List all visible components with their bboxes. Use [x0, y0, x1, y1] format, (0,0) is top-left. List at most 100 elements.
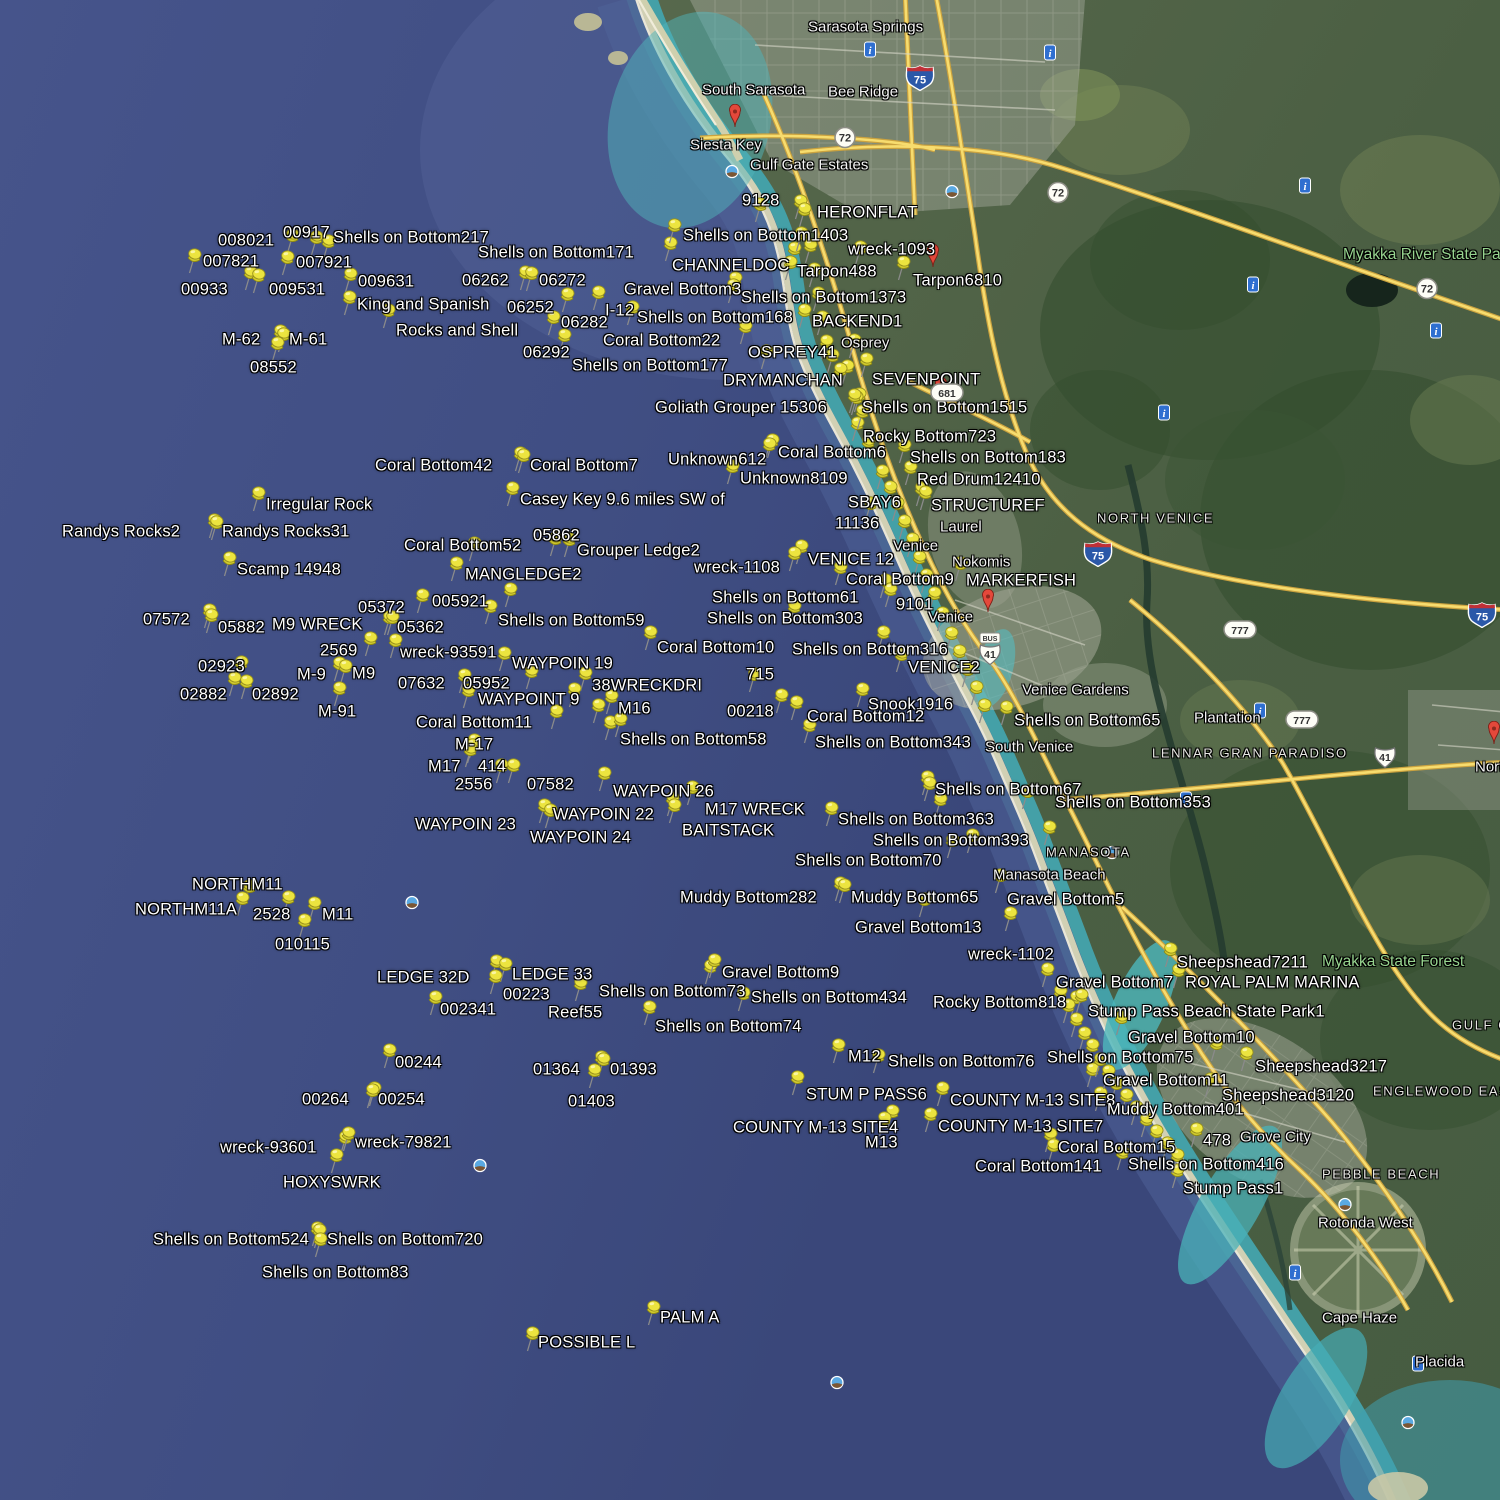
- waypoint-label[interactable]: M-9: [297, 665, 327, 684]
- waypoint-label[interactable]: Coral Bottom52: [404, 536, 522, 555]
- waypoint-label[interactable]: Muddy Bottom401: [1107, 1100, 1244, 1119]
- waypoint-label[interactable]: WAYPOIN 24: [530, 828, 632, 847]
- waypoint-label[interactable]: Randys Rocks31: [222, 522, 350, 541]
- poi-swim-icon[interactable]: [945, 184, 959, 204]
- waypoint-pin[interactable]: [787, 1070, 807, 1096]
- waypoint-label[interactable]: Shells on Bottom416: [1128, 1155, 1285, 1174]
- poi-info-icon[interactable]: i: [1430, 322, 1443, 344]
- waypoint-label[interactable]: HOXYSWRK: [283, 1173, 381, 1192]
- waypoint-label[interactable]: POSSIBLE L: [538, 1333, 636, 1352]
- waypoint-label[interactable]: Coral Bottom42: [375, 456, 493, 475]
- waypoint-label[interactable]: 9128: [742, 191, 780, 210]
- waypoint-label[interactable]: Irregular Rock: [266, 495, 373, 514]
- waypoint-label[interactable]: ROYAL PALM MARINA: [1185, 973, 1360, 992]
- waypoint-label[interactable]: 00933: [181, 280, 228, 299]
- waypoint-label[interactable]: 08552: [250, 358, 297, 377]
- waypoint-label[interactable]: WAYPOIN 26: [613, 782, 715, 801]
- waypoint-pin[interactable]: [248, 486, 268, 512]
- poi-swim-icon[interactable]: [1401, 1415, 1415, 1435]
- waypoint-label[interactable]: M9 WRECK: [272, 615, 363, 634]
- waypoint-label[interactable]: Coral Bottom22: [603, 331, 721, 350]
- waypoint-pin[interactable]: [446, 556, 466, 582]
- waypoint-label[interactable]: 01393: [610, 1060, 657, 1079]
- waypoint-label[interactable]: wreck-79821: [355, 1133, 452, 1152]
- waypoint-pin[interactable]: [339, 290, 359, 316]
- waypoint-label[interactable]: Rocks and Shell: [396, 321, 519, 340]
- waypoint-label[interactable]: NORTHM11A: [135, 900, 238, 919]
- waypoint-label[interactable]: Shells on Bottom524: [153, 1230, 310, 1249]
- waypoint-label[interactable]: LEDGE 32D: [377, 968, 470, 987]
- waypoint-label[interactable]: Tarpon488: [797, 262, 877, 281]
- waypoint-label[interactable]: Grouper Ledge2: [577, 541, 700, 560]
- waypoint-label[interactable]: WAYPOIN 19: [512, 654, 614, 673]
- waypoint-pin[interactable]: [1039, 820, 1059, 846]
- waypoint-label[interactable]: Casey Key 9.6 miles SW of: [520, 490, 725, 509]
- waypoint-label[interactable]: 002341: [440, 1000, 497, 1019]
- poi-swim-icon[interactable]: [725, 164, 739, 184]
- waypoint-pin[interactable]: [828, 1038, 848, 1064]
- waypoint-label[interactable]: Shells on Bottom183: [910, 448, 1067, 467]
- waypoint-label[interactable]: M17 WRECK: [705, 800, 805, 819]
- poi-swim-icon[interactable]: [405, 895, 419, 915]
- waypoint-pin[interactable]: [326, 1148, 346, 1174]
- waypoint-label[interactable]: M13: [865, 1133, 898, 1152]
- waypoint-label[interactable]: Shells on Bottom61: [712, 588, 859, 607]
- poi-swim-icon[interactable]: [830, 1375, 844, 1395]
- waypoint-label[interactable]: 00223: [503, 985, 550, 1004]
- waypoint-label[interactable]: Shells on Bottom74: [655, 1017, 802, 1036]
- waypoint-label[interactable]: Shells on Bottom168: [637, 308, 794, 327]
- waypoint-label[interactable]: Shells on Bottom1403: [683, 226, 849, 245]
- waypoint-label[interactable]: Shells on Bottom83: [262, 1263, 409, 1282]
- waypoint-pin[interactable]: [360, 631, 380, 657]
- waypoint-label[interactable]: 05882: [218, 618, 265, 637]
- waypoint-label[interactable]: Gravel Bottom10: [1128, 1028, 1255, 1047]
- waypoint-label[interactable]: Muddy Bottom65: [851, 888, 979, 907]
- waypoint-label[interactable]: Shells on Bottom70: [795, 851, 942, 870]
- waypoint-label[interactable]: HERONFLAT: [817, 203, 918, 222]
- waypoint-label[interactable]: 00244: [395, 1053, 442, 1072]
- waypoint-label[interactable]: 478: [1203, 1131, 1232, 1150]
- waypoint-label[interactable]: BAITSTACK: [682, 821, 775, 840]
- waypoint-label[interactable]: OSPREY41: [748, 343, 837, 362]
- poi-info-icon[interactable]: i: [1158, 404, 1171, 426]
- waypoint-label[interactable]: WAYPOIN 22: [553, 805, 655, 824]
- waypoint-label[interactable]: Coral Bottom10: [657, 638, 775, 657]
- waypoint-label[interactable]: 010115: [275, 935, 331, 954]
- waypoint-label[interactable]: 05362: [397, 618, 444, 637]
- waypoint-label[interactable]: Shells on Bottom363: [838, 810, 995, 829]
- placemark-pin[interactable]: [1486, 721, 1500, 745]
- waypoint-label[interactable]: M16: [618, 699, 651, 718]
- waypoint-label[interactable]: 07632: [398, 674, 445, 693]
- waypoint-pin[interactable]: [485, 969, 505, 995]
- waypoint-label[interactable]: wreck-1108: [694, 558, 781, 577]
- waypoint-label[interactable]: Coral Bottom12: [807, 707, 925, 726]
- waypoint-pin[interactable]: [521, 266, 541, 292]
- waypoint-label[interactable]: 02882: [180, 685, 227, 704]
- waypoint-label[interactable]: Shells on Bottom720: [327, 1230, 484, 1249]
- waypoint-label[interactable]: Unknown612: [668, 450, 767, 469]
- waypoint-label[interactable]: 2556: [455, 775, 493, 794]
- waypoint-label[interactable]: 005921: [432, 592, 489, 611]
- waypoint-label[interactable]: 02923: [198, 657, 245, 676]
- waypoint-label[interactable]: Shells on Bottom217: [333, 228, 490, 247]
- waypoint-label[interactable]: Scamp 14948: [237, 560, 342, 579]
- waypoint-label[interactable]: DRYMANCHAN: [723, 371, 843, 390]
- waypoint-label[interactable]: Shells on Bottom73: [599, 982, 746, 1001]
- waypoint-label[interactable]: Shells on Bottom59: [498, 611, 645, 630]
- waypoint-label[interactable]: CHANNELDOC: [672, 256, 790, 275]
- waypoint-label[interactable]: Stump Pass Beach State Park1: [1088, 1002, 1325, 1021]
- waypoint-label[interactable]: M-61: [289, 330, 328, 349]
- waypoint-label[interactable]: Shells on Bottom353: [1055, 793, 1212, 812]
- waypoint-label[interactable]: Shells on Bottom177: [572, 356, 729, 375]
- waypoint-label[interactable]: King and Spanish: [357, 295, 490, 314]
- poi-swim-icon[interactable]: [473, 1158, 487, 1178]
- waypoint-label[interactable]: Shells on Bottom65: [1014, 711, 1161, 730]
- waypoint-label[interactable]: Gravel Bottom13: [855, 918, 982, 937]
- waypoint-label[interactable]: Shells on Bottom316: [792, 640, 949, 659]
- waypoint-label[interactable]: 715: [746, 665, 775, 684]
- waypoint-label[interactable]: Shells on Bottom76: [888, 1052, 1035, 1071]
- waypoint-label[interactable]: 07582: [527, 775, 574, 794]
- waypoint-label[interactable]: M9: [352, 664, 376, 683]
- waypoint-label[interactable]: Unknown8109: [740, 469, 848, 488]
- placemark-pin[interactable]: [980, 589, 996, 613]
